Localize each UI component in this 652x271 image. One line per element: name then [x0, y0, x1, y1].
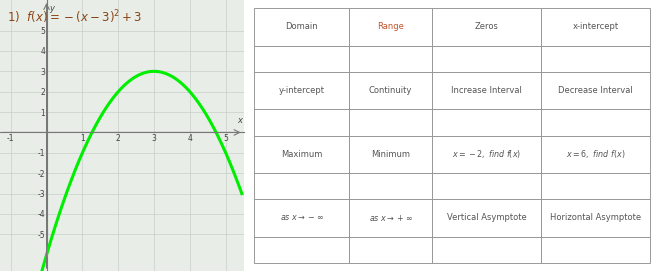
Text: y-intercept: y-intercept [278, 86, 325, 95]
Bar [349, 8, 432, 46]
Bar [432, 237, 541, 263]
Bar [541, 72, 650, 109]
Bar [254, 237, 349, 263]
Bar [541, 46, 650, 72]
Bar [432, 8, 541, 46]
Bar [254, 109, 349, 136]
Text: Zeros: Zeros [475, 22, 499, 31]
Bar [349, 237, 432, 263]
Bar [349, 199, 432, 237]
Text: Maximum: Maximum [281, 150, 322, 159]
Text: $x = 6,\ \mathit{find}\ f(x)$: $x = 6,\ \mathit{find}\ f(x)$ [566, 148, 625, 160]
Text: x-intercept: x-intercept [572, 22, 619, 31]
Text: Range: Range [377, 22, 404, 31]
Text: $\mathit{as}\ x \rightarrow -\infty$: $\mathit{as}\ x \rightarrow -\infty$ [280, 214, 323, 222]
Bar [349, 46, 432, 72]
Bar [541, 136, 650, 173]
Bar [541, 173, 650, 199]
Bar [349, 72, 432, 109]
Bar [432, 136, 541, 173]
Bar [432, 109, 541, 136]
Bar [254, 136, 349, 173]
Bar [432, 46, 541, 72]
Text: Vertical Asymptote: Vertical Asymptote [447, 214, 526, 222]
Text: Increase Interval: Increase Interval [451, 86, 522, 95]
Bar [254, 72, 349, 109]
Bar [349, 109, 432, 136]
Text: $\mathit{as}\ x \rightarrow +\infty$: $\mathit{as}\ x \rightarrow +\infty$ [368, 213, 412, 223]
Bar [254, 8, 349, 46]
Bar [432, 199, 541, 237]
Text: Domain: Domain [285, 22, 318, 31]
Bar [432, 173, 541, 199]
Text: Decrease Interval: Decrease Interval [558, 86, 633, 95]
Bar [254, 46, 349, 72]
Bar [541, 237, 650, 263]
Bar [541, 8, 650, 46]
Text: Horizontal Asymptote: Horizontal Asymptote [550, 214, 641, 222]
Text: x: x [237, 116, 242, 125]
Bar [349, 173, 432, 199]
Bar [254, 199, 349, 237]
Text: Continuity: Continuity [369, 86, 412, 95]
Bar [254, 173, 349, 199]
Bar [541, 109, 650, 136]
Bar [432, 72, 541, 109]
Text: y: y [50, 4, 54, 13]
Text: $x = -2,\ \mathit{find}\ f(x)$: $x = -2,\ \mathit{find}\ f(x)$ [452, 148, 521, 160]
Text: Minimum: Minimum [371, 150, 410, 159]
Bar [541, 199, 650, 237]
Bar [349, 136, 432, 173]
Text: 1)  $f(x) = -(x-3)^2 + 3$: 1) $f(x) = -(x-3)^2 + 3$ [7, 8, 141, 26]
